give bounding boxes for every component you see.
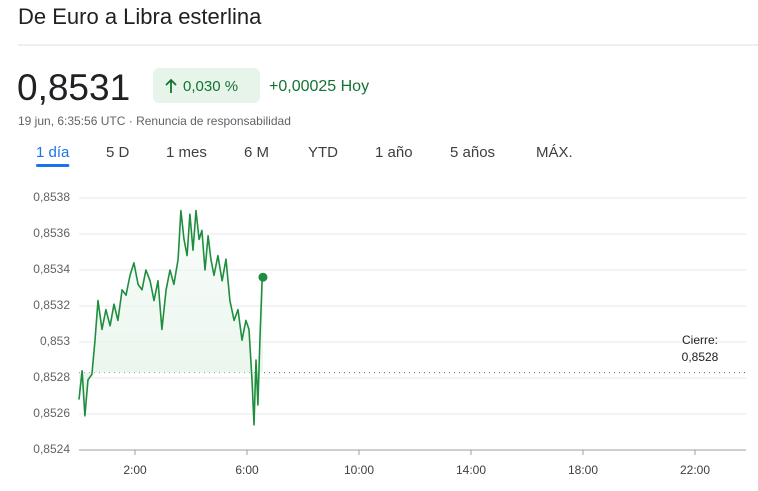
price-line <box>78 209 264 426</box>
change-abs: +0,00025 Hoy <box>269 78 369 95</box>
tab[interactable]: 6 M <box>244 144 269 161</box>
x-tick-label: 10:00 <box>344 463 374 477</box>
close-value: 0,8528 <box>682 350 719 364</box>
x-tick-label: 14:00 <box>456 463 486 477</box>
y-tick-label: 0,8532 <box>33 298 70 312</box>
x-tick-label: 22:00 <box>680 463 710 477</box>
change-pct: 0,030 % <box>183 78 238 95</box>
y-tick-label: 0,853 <box>40 334 70 348</box>
tabs: 1 día 5 D 1 mes 6 M YTD 1 año 5 años MÁX. <box>36 144 573 167</box>
tab[interactable]: 5 D <box>106 144 130 161</box>
timestamp: 19 jun, 6:35:56 UTC · Renuncia de respon… <box>18 114 291 128</box>
y-tick-label: 0,8524 <box>33 442 70 456</box>
tab[interactable]: 5 años <box>450 144 495 161</box>
close-label: Cierre: <box>682 333 718 347</box>
y-tick-label: 0,8534 <box>33 262 70 276</box>
tab[interactable]: 1 año <box>375 144 413 161</box>
y-tick-label: 0,8536 <box>33 226 70 240</box>
price: 0,8531 <box>17 67 130 108</box>
change-badge <box>153 68 260 103</box>
x-tick-label: 2:00 <box>123 463 147 477</box>
y-tick-label: 0,8526 <box>33 406 70 420</box>
title: De Euro a Libra esterlina <box>18 4 262 29</box>
plot: 0,8524 0,8526 0,8528 0,853 0,8532 0,8534 0,853… <box>33 190 746 477</box>
y-tick-label: 0,8528 <box>33 370 70 384</box>
tab[interactable]: 1 mes <box>166 144 207 161</box>
tab[interactable]: 1 día <box>36 144 70 161</box>
up-arrow <box>165 78 177 93</box>
tab[interactable]: MÁX. <box>536 144 573 161</box>
disclaimer[interactable]: Renuncia de responsabilidad <box>136 114 291 128</box>
time: 19 jun, 6:35:56 UTC <box>18 114 126 128</box>
separator: · <box>129 114 133 128</box>
x-tick-label: 18:00 <box>568 463 598 477</box>
tab-underline <box>36 164 70 167</box>
x-tick-label: 6:00 <box>235 463 259 477</box>
tab[interactable]: YTD <box>308 144 338 161</box>
y-tick-label: 0,8538 <box>33 190 70 204</box>
last-point <box>258 272 268 282</box>
